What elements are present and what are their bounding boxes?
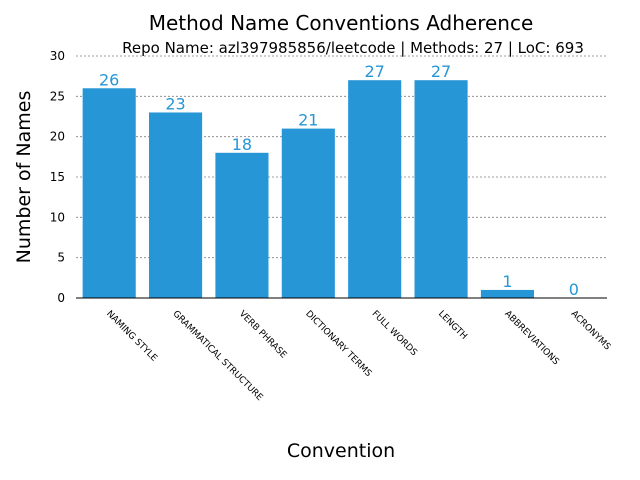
x-tick-label: VERB PHRASE xyxy=(237,309,289,361)
y-tick-label: 10 xyxy=(50,210,65,224)
bar xyxy=(149,112,203,298)
chart-title: Method Name Conventions Adherence xyxy=(149,11,534,35)
data-labels: 26 23 18 21 27 27 1 0 xyxy=(99,62,579,299)
data-label: 26 xyxy=(99,70,119,89)
y-tick-label: 15 xyxy=(50,170,65,184)
bar xyxy=(215,152,269,298)
bar xyxy=(281,128,335,298)
y-axis-label: Number of Names xyxy=(13,91,35,264)
data-label: 1 xyxy=(502,272,512,291)
x-tick-label: ACRONYMS xyxy=(569,309,613,353)
y-tick-label: 5 xyxy=(57,251,65,265)
bar xyxy=(348,80,402,298)
x-tick-label: FULL WORDS xyxy=(370,309,419,358)
x-tick-label: ABBREVIATIONS xyxy=(502,309,560,367)
bar xyxy=(82,88,136,299)
bar xyxy=(480,289,534,298)
chart-subtitle: Repo Name: azl397985856/leetcode | Metho… xyxy=(122,39,584,57)
data-label: 18 xyxy=(232,135,252,154)
x-tick-label: LENGTH xyxy=(436,309,469,342)
y-tick-label: 20 xyxy=(50,130,65,144)
data-label: 21 xyxy=(298,111,318,130)
y-axis-ticks: 0 5 10 15 20 25 30 xyxy=(50,49,65,305)
data-label: 0 xyxy=(569,280,579,299)
x-tick-label: DICTIONARY TERMS xyxy=(303,309,373,379)
data-label: 23 xyxy=(165,94,185,113)
data-label: 27 xyxy=(431,62,451,81)
x-axis-label: Convention xyxy=(287,440,395,462)
x-tick-label: NAMING STYLE xyxy=(104,309,159,364)
y-tick-label: 30 xyxy=(50,49,65,63)
y-tick-label: 0 xyxy=(57,291,65,305)
bar xyxy=(414,80,468,298)
y-tick-label: 25 xyxy=(50,89,65,103)
bars xyxy=(82,80,534,299)
data-label: 27 xyxy=(365,62,385,81)
